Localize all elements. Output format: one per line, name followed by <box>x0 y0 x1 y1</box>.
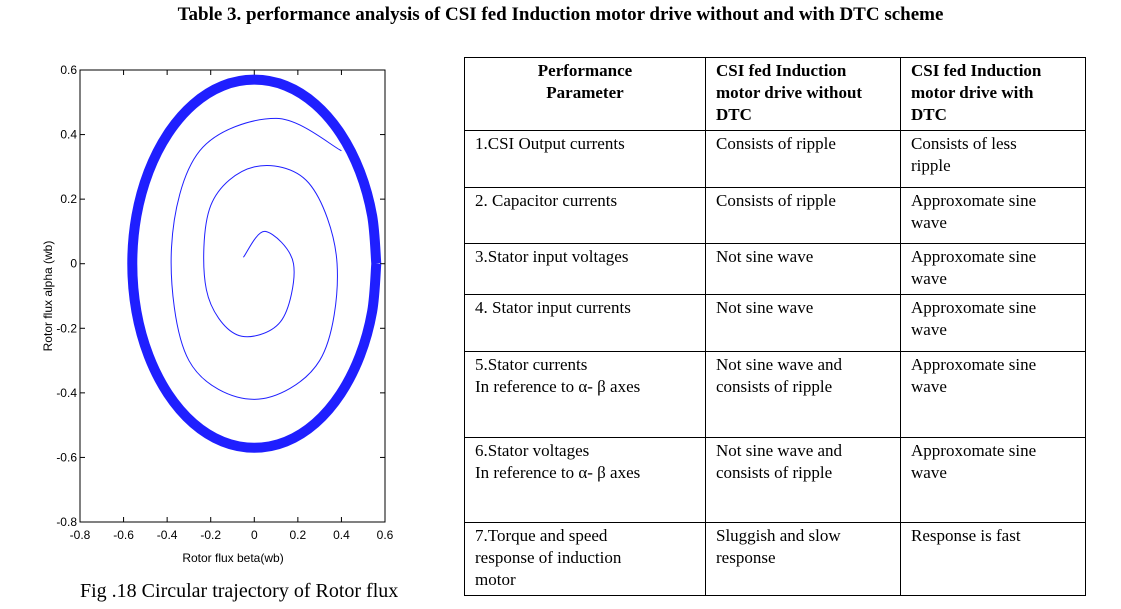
x-tick-label: -0.6 <box>113 528 134 542</box>
table-cell: Not sine wave and consists of ripple <box>705 351 901 438</box>
y-tick-label: 0.2 <box>60 192 77 206</box>
table-cell: Not sine wave and consists of ripple <box>705 437 901 523</box>
table-title: Table 3. performance analysis of CSI fed… <box>177 4 944 25</box>
table-row: 5.Stator currents In reference to α- β a… <box>464 351 1086 438</box>
table-cell: 1.CSI Output currents <box>464 130 706 188</box>
comparison-table: Performance Parameter CSI fed Induction m… <box>464 57 1086 596</box>
table-cell: Response is fast <box>900 522 1086 596</box>
header-cell: CSI fed Induction motor drive with DTC <box>900 57 1086 131</box>
y-tick-label: -0.4 <box>56 386 77 400</box>
table-cell: Approxomate sine wave <box>900 243 1086 295</box>
table-row: 6.Stator voltages In reference to α- β a… <box>464 437 1086 523</box>
x-tick-label: -0.8 <box>70 528 91 542</box>
table-row: 7.Torque and speed response of induction… <box>464 522 1086 596</box>
flux-trajectory <box>170 117 342 400</box>
chart: Rotor flux beta(wb) Rotor flux alpha (wb… <box>41 63 394 565</box>
y-tick-label: 0.4 <box>60 128 77 142</box>
x-tick-label: 0.2 <box>290 528 307 542</box>
x-axis-label: Rotor flux beta(wb) <box>182 551 283 565</box>
flux-ring <box>127 74 382 453</box>
table-cell: Consists of ripple <box>705 187 901 244</box>
table-cell: 7.Torque and speed response of induction… <box>464 522 706 596</box>
x-tick-label: -0.4 <box>157 528 178 542</box>
table-row: 3.Stator input voltages Not sine wave Appr… <box>464 243 1086 295</box>
table-row: 2. Capacitor currents Consists of ripple A… <box>464 187 1086 244</box>
table-cell: Consists of less ripple <box>900 130 1086 188</box>
table-cell: Approxomate sine wave <box>900 294 1086 352</box>
table-cell: Approxomate sine wave <box>900 437 1086 523</box>
y-tick-label: -0.2 <box>56 321 77 335</box>
table-cell: Sluggish and slow response <box>705 522 901 596</box>
x-tick-label: 0 <box>251 528 258 542</box>
table-cell: 3.Stator input voltages <box>464 243 706 295</box>
y-tick-label: 0.6 <box>60 63 77 77</box>
plot-frame <box>79 69 386 523</box>
table-cell: 6.Stator voltages In reference to α- β a… <box>464 437 706 523</box>
table-cell: Not sine wave <box>705 294 901 352</box>
header-cell: Performance Parameter <box>464 57 706 131</box>
table-row: Performance Parameter CSI fed Induction m… <box>464 57 1086 131</box>
y-tick-label: 0 <box>70 257 77 271</box>
y-tick-label: -0.6 <box>56 450 77 464</box>
table-cell: Approxomate sine wave <box>900 187 1086 244</box>
y-axis-label: Rotor flux alpha (wb) <box>41 241 55 352</box>
table-cell: 5.Stator currents In reference to α- β a… <box>464 351 706 438</box>
table-cell: 4. Stator input currents <box>464 294 706 352</box>
table-row: 1.CSI Output currents Consists of ripple C… <box>464 130 1086 188</box>
table-cell: Not sine wave <box>705 243 901 295</box>
table-cell: Approxomate sine wave <box>900 351 1086 438</box>
x-tick-label: 0.4 <box>333 528 350 542</box>
header-cell: CSI fed Induction motor drive without DT… <box>705 57 901 131</box>
y-tick-label: -0.8 <box>56 515 77 529</box>
figure-caption: Fig .18 Circular trajectory of Rotor flu… <box>80 580 399 602</box>
table-row: 4. Stator input currents Not sine wave App… <box>464 294 1086 352</box>
table-cell: 2. Capacitor currents <box>464 187 706 244</box>
x-tick-label: 0.6 <box>377 528 394 542</box>
table-cell: Consists of ripple <box>705 130 901 188</box>
x-tick-label: -0.2 <box>200 528 221 542</box>
